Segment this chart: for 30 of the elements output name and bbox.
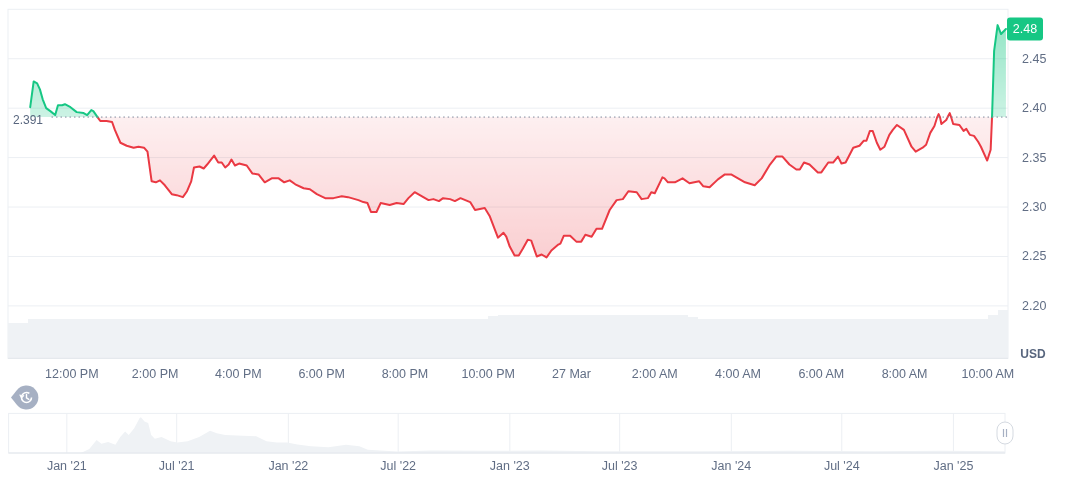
x-tick-label: 6:00 AM [798,367,845,381]
y-tick-label: 2.40 [1022,101,1047,116]
x-tick-label: Jul '21 [158,459,195,473]
x-tick-label: 10:00 PM [461,367,515,381]
x-tick-label: 8:00 AM [881,367,928,381]
x-tick-label: 4:00 AM [715,367,761,381]
x-tick-label: 10:00 AM [961,367,1015,381]
x-tick-label: Jul '23 [601,459,638,473]
x-tick-label: 6:00 PM [298,367,345,381]
x-tick-label: Jul '22 [380,459,417,473]
x-tick-label: 2:00 PM [131,367,179,381]
x-tick-label: 8:00 PM [381,367,429,381]
x-tick-label: Jan '24 [711,459,752,473]
y-axis-title: USD [1020,347,1046,362]
x-tick-label: Jul '24 [823,459,860,473]
x-tick-label: Jan '22 [268,459,309,473]
y-tick-label: 2.35 [1022,150,1047,165]
x-tick-label: 2:00 AM [631,367,678,381]
x-tick-label: 4:00 PM [215,367,262,381]
x-tick-label: 27 Mar [552,367,591,381]
x-tick-label: Jan '23 [489,459,530,473]
y-tick-label: 2.20 [1022,298,1047,313]
y-tick-label: 2.30 [1022,200,1047,215]
x-tick-label: 12:00 PM [45,367,99,381]
y-tick-label: 2.25 [1022,249,1047,264]
x-tick-label: Jan '21 [46,459,87,473]
x-tick-label: Jan '25 [933,459,974,473]
annotation: 2.48 [1012,22,1038,37]
ref-line-label: 2.391 [13,113,44,128]
y-tick-label: 2.45 [1022,51,1047,66]
